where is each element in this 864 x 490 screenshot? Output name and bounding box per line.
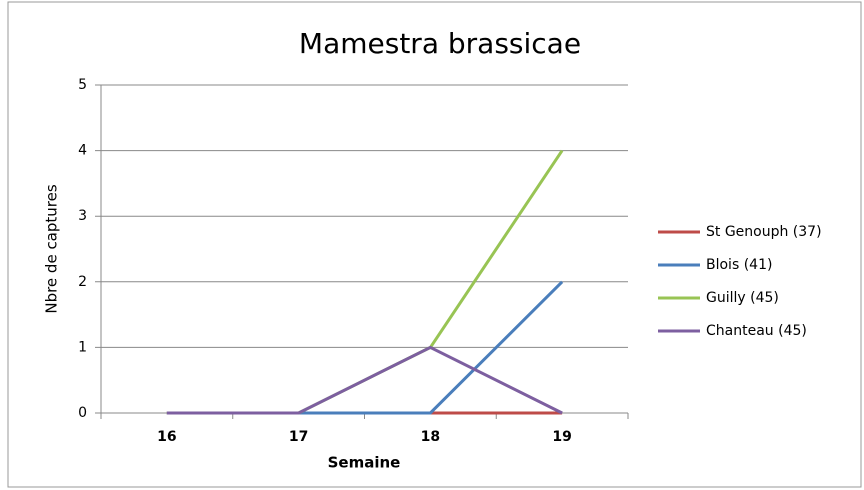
x-tick-label: 18 (421, 429, 440, 445)
y-tick-label: 4 (78, 143, 87, 159)
series-line (166, 345, 563, 415)
chart-title: Mamestra brassicae (299, 27, 581, 60)
y-tick-label: 3 (78, 208, 87, 224)
x-tick-label: 19 (552, 429, 571, 445)
chart-frame (7, 1, 862, 488)
x-axis-label: Semaine (328, 454, 401, 472)
legend-label: Chanteau (45) (706, 323, 807, 339)
y-tick-label: 1 (78, 339, 87, 355)
x-tick-label: 17 (289, 429, 308, 445)
y-axis-label: Nbre de captures (43, 184, 61, 314)
legend-label: St Genouph (37) (706, 224, 822, 240)
y-tick-label: 2 (78, 274, 87, 290)
x-tick-label: 16 (157, 429, 176, 445)
y-tick-label: 0 (78, 405, 87, 421)
legend-label: Blois (41) (706, 257, 772, 273)
legend-label: Guilly (45) (706, 290, 779, 306)
y-tick-label: 5 (78, 77, 87, 93)
